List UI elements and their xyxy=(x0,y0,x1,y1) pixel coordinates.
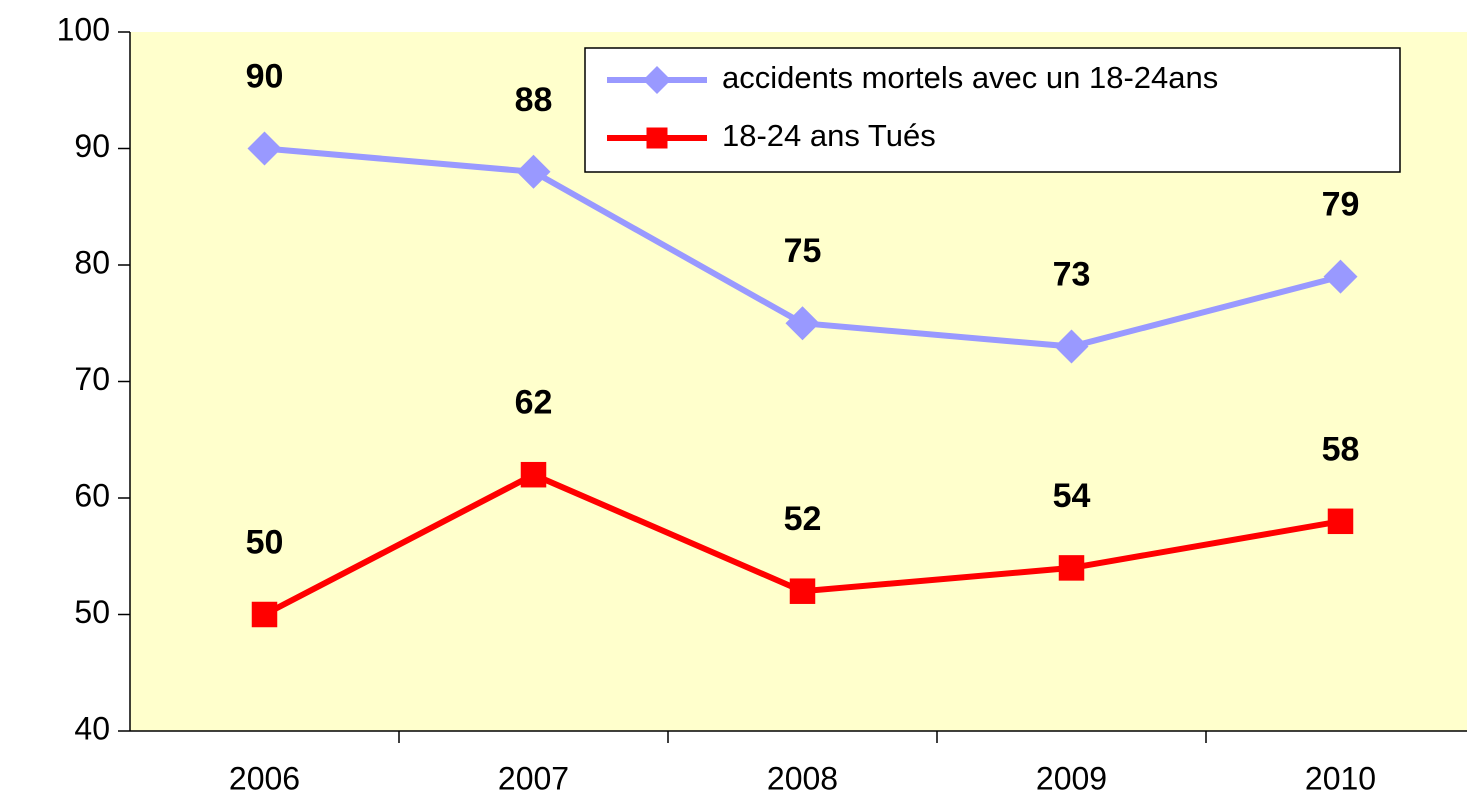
marker xyxy=(1058,555,1085,581)
y-tick-label: 60 xyxy=(74,477,110,513)
marker xyxy=(516,154,551,189)
marker xyxy=(1327,508,1354,535)
x-tick-label: 2009 xyxy=(1036,760,1107,796)
y-tick-label: 40 xyxy=(74,710,110,746)
data-label: 73 xyxy=(1053,256,1091,294)
data-label: 54 xyxy=(1053,477,1091,515)
data-label: 58 xyxy=(1322,430,1360,468)
data-label: 90 xyxy=(246,57,284,95)
x-tick-label: 2010 xyxy=(1305,760,1376,796)
marker xyxy=(520,461,547,488)
marker xyxy=(251,601,278,628)
legend-label: 18-24 ans Tués xyxy=(722,118,936,153)
data-label: 50 xyxy=(246,523,284,561)
x-tick-label: 2006 xyxy=(229,760,300,796)
y-tick-label: 70 xyxy=(74,361,110,397)
data-label: 75 xyxy=(784,232,822,270)
data-label: 52 xyxy=(784,500,822,538)
data-label: 79 xyxy=(1322,186,1360,224)
marker xyxy=(789,578,816,604)
x-tick-label: 2008 xyxy=(767,760,838,796)
x-tick-label: 2007 xyxy=(498,760,569,796)
marker xyxy=(1323,259,1358,294)
y-tick-label: 90 xyxy=(74,128,110,164)
marker xyxy=(1054,329,1089,364)
y-tick-label: 50 xyxy=(74,594,110,630)
marker xyxy=(247,131,282,166)
marker xyxy=(785,306,820,341)
y-tick-label: 80 xyxy=(74,244,110,280)
legend-label: accidents mortels avec un 18-24ans xyxy=(722,60,1218,95)
legend xyxy=(584,47,1401,173)
data-label: 88 xyxy=(515,81,553,119)
y-tick-label: 100 xyxy=(57,11,110,47)
data-label: 62 xyxy=(515,384,553,422)
legend-marker xyxy=(643,66,671,94)
legend-marker xyxy=(646,127,668,149)
